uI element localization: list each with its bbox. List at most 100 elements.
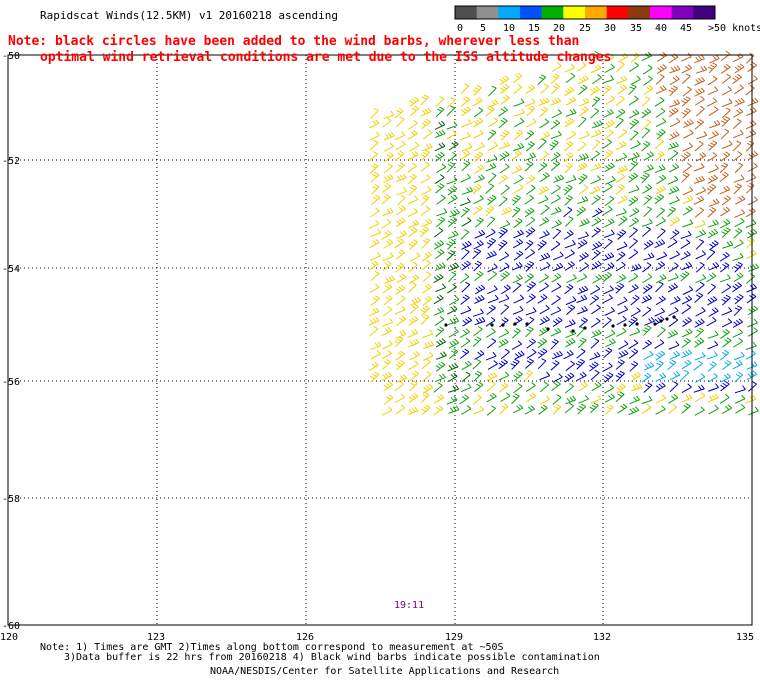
wind-barb: [721, 286, 732, 294]
wind-barb-feather: [583, 294, 588, 300]
wind-barb: [695, 241, 705, 250]
wind-barb-feather: [726, 283, 732, 288]
wind-barb-feather: [624, 340, 629, 345]
wind-barb-feather: [519, 229, 524, 234]
wind-barb-feather: [608, 294, 613, 299]
wind-barb-feather: [423, 386, 428, 391]
wind-barb: [576, 298, 588, 303]
wind-barb: [539, 220, 550, 227]
wind-barb-feather: [595, 209, 600, 214]
wind-barb-feather: [672, 164, 677, 169]
wind-barb-feather: [569, 109, 574, 115]
wind-barb-feather: [515, 372, 521, 377]
wind-barb-feather: [400, 231, 405, 236]
wind-barb-feather: [683, 405, 689, 409]
wind-barb-feather: [736, 118, 742, 122]
wind-barb-feather: [594, 338, 600, 342]
wind-barb-feather: [628, 176, 634, 180]
wind-barb-feather: [662, 117, 667, 123]
wind-barb-feather: [452, 317, 457, 323]
wind-barb-feather: [450, 195, 456, 200]
colorbar-label: 45: [680, 23, 692, 34]
wind-barb: [539, 153, 549, 162]
wind-barb: [381, 353, 392, 360]
wind-barb-feather: [597, 207, 603, 213]
wind-barb-feather: [699, 262, 705, 266]
quality-flag-dot: [501, 323, 505, 327]
wind-barb: [537, 141, 547, 150]
wind-barb: [486, 375, 498, 382]
wind-barb: [407, 410, 419, 416]
wind-barb-feather: [463, 162, 469, 166]
wind-barb: [384, 279, 395, 284]
wind-barb: [408, 187, 418, 196]
wind-barb-feather: [544, 216, 550, 221]
wind-barb-feather: [528, 406, 533, 411]
wind-barb-feather: [489, 163, 494, 169]
wind-barb: [381, 196, 391, 205]
wind-barb-feather: [383, 195, 389, 200]
quality-flag-dot: [659, 319, 663, 323]
wind-barb: [591, 264, 602, 271]
wind-barb-feather: [711, 394, 716, 400]
wind-barb-feather: [401, 140, 406, 145]
wind-barb-feather: [712, 199, 717, 204]
wind-barb: [722, 362, 732, 370]
wind-barb: [695, 190, 706, 196]
wind-barb-feather: [375, 295, 380, 299]
wind-barb-feather: [623, 152, 628, 158]
wind-barb-feather: [723, 208, 728, 213]
colorbar-segment: [650, 6, 673, 19]
wind-barb: [550, 210, 562, 216]
wind-barb-feather: [577, 242, 583, 247]
wind-barb-feather: [504, 184, 510, 189]
wind-barb-feather: [553, 121, 558, 126]
wind-barb-feather: [738, 360, 743, 365]
wind-barb: [579, 265, 589, 273]
wind-barb-feather: [519, 404, 524, 409]
wind-barb-feather: [464, 394, 469, 399]
wind-barb-feather: [424, 108, 429, 114]
wind-barb: [526, 296, 536, 304]
wind-barb-feather: [647, 363, 652, 368]
wind-barb: [460, 386, 472, 393]
wind-barb-feather: [443, 208, 448, 213]
wind-barb: [654, 311, 665, 317]
wind-barb: [694, 209, 705, 218]
wind-barb: [643, 88, 654, 95]
wind-barb: [498, 332, 510, 339]
wind-barb-feather: [373, 260, 379, 265]
wind-barb: [630, 143, 641, 150]
longitude-tick-label: 126: [296, 632, 314, 643]
wind-barb-feather: [506, 284, 511, 289]
quality-flag-dot: [665, 317, 669, 321]
wind-barb-feather: [632, 296, 638, 301]
wind-barb: [396, 276, 407, 284]
wind-barb-feather: [711, 241, 717, 246]
wind-barb-feather: [528, 295, 534, 300]
wind-barb-feather: [565, 164, 571, 169]
wind-barb-feather: [452, 151, 457, 156]
wind-barb-feather: [373, 107, 379, 112]
wind-barb: [460, 153, 471, 160]
wind-barb-feather: [629, 86, 635, 90]
wind-barb-feather: [506, 141, 511, 146]
wind-barb-feather: [476, 272, 482, 277]
wind-barb-feather: [581, 337, 587, 341]
wind-barb: [733, 275, 744, 282]
wind-barb: [370, 186, 380, 195]
wind-barb: [667, 362, 677, 371]
wind-barb: [564, 67, 575, 73]
wind-barb-feather: [619, 275, 624, 280]
wind-barb-feather: [740, 351, 745, 357]
wind-barb-feather: [722, 330, 728, 335]
wind-barb-feather: [478, 317, 483, 323]
wind-barb-feather: [710, 175, 716, 181]
wind-barb-feather: [386, 218, 392, 223]
wind-barb: [433, 297, 444, 305]
wind-barb-feather: [576, 407, 582, 412]
wind-barb-feather: [702, 229, 707, 234]
wind-barb-feather: [608, 129, 614, 133]
wind-barb-feather: [662, 85, 667, 90]
wind-barb-feather: [402, 173, 407, 179]
